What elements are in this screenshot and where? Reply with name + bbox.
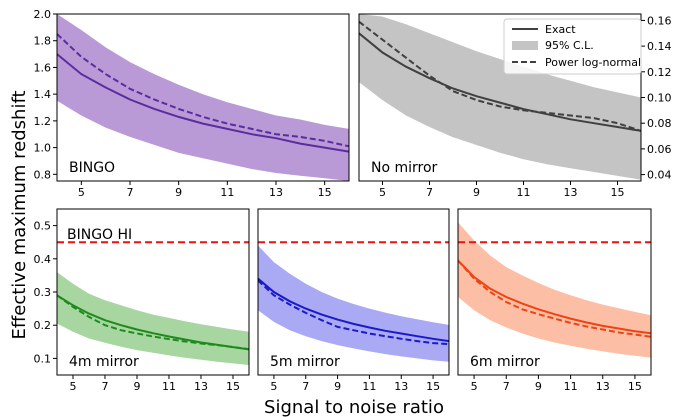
legend-cl-label: 95% C.L. xyxy=(545,39,594,52)
lognormal-line xyxy=(258,279,449,346)
x-tick-label: 9 xyxy=(334,380,341,393)
x-tick-label: 11 xyxy=(362,380,376,393)
y-tick-label: 0.16 xyxy=(647,14,672,27)
x-tick-label: 5 xyxy=(471,380,478,393)
lognormal-line xyxy=(458,259,651,338)
exact-line xyxy=(57,53,349,153)
x-tick-label: 9 xyxy=(473,186,480,199)
x-tick-label: 5 xyxy=(379,186,386,199)
confidence-band xyxy=(359,14,641,180)
x-tick-label: 7 xyxy=(302,380,309,393)
y-tick-label: 0.04 xyxy=(647,169,672,182)
panel-label: No mirror xyxy=(371,160,438,176)
y-tick-label: 0.10 xyxy=(647,92,672,105)
x-tick-label: 5 xyxy=(270,380,277,393)
exact-line xyxy=(57,294,249,351)
y-tick-label: 0.3 xyxy=(34,286,52,299)
x-tick-label: 15 xyxy=(426,380,440,393)
y-tick-label: 1.0 xyxy=(34,142,52,155)
lognormal-line xyxy=(359,20,641,132)
confidence-band xyxy=(57,14,349,181)
plot-area xyxy=(258,241,449,362)
x-tick-label: 11 xyxy=(564,380,578,393)
confidence-band xyxy=(57,272,249,365)
x-tick-label: 5 xyxy=(78,186,85,199)
x-tick-label: 13 xyxy=(194,380,208,393)
panel-label: BINGO xyxy=(69,160,115,176)
x-tick-label: 11 xyxy=(220,186,234,199)
exact-line xyxy=(458,259,651,335)
x-tick-label: 15 xyxy=(226,380,240,393)
plot-area xyxy=(458,222,651,358)
x-tick-label: 9 xyxy=(535,380,542,393)
plot-area xyxy=(359,14,641,180)
x-tick-label: 5 xyxy=(70,380,77,393)
panel-5m-mirror: 5 7 9 11 13 15 5m mirror xyxy=(257,208,450,393)
legend: Exact 95% C.L. Power log-normal xyxy=(503,18,642,75)
y-tick-label: 0.12 xyxy=(647,66,672,79)
legend-frame xyxy=(503,18,642,75)
y-tick-label: 1.6 xyxy=(34,61,52,74)
x-tick-label: 13 xyxy=(564,186,578,199)
y-tick-label: 1.2 xyxy=(34,115,52,128)
x-tick-label: 7 xyxy=(127,186,134,199)
bingo-hi-label: BINGO HI xyxy=(67,227,132,243)
plot-area xyxy=(57,241,249,365)
panel-label: 5m mirror xyxy=(270,354,340,370)
x-tick-label: 7 xyxy=(503,380,510,393)
x-tick-label: 11 xyxy=(162,380,176,393)
legend-cl-swatch xyxy=(512,41,538,50)
panel-frame xyxy=(257,208,450,376)
plot-area xyxy=(57,14,349,181)
x-axis-label: Signal to noise ratio xyxy=(264,397,444,417)
x-tick-label: 15 xyxy=(628,380,642,393)
panel-no-mirror: 5 7 9 11 13 15 0.04 0.06 0.08 0.10 0.12 0.14 0.16 No … xyxy=(358,13,672,199)
legend-lognormal-label: Power log-normal xyxy=(545,56,641,69)
y-tick-label: 0.5 xyxy=(34,220,52,233)
y-tick-label: 1.8 xyxy=(34,35,52,48)
legend-exact-label: Exact xyxy=(545,23,576,36)
panel-label: 4m mirror xyxy=(69,354,139,370)
x-tick-label: 9 xyxy=(134,380,141,393)
confidence-band xyxy=(458,222,651,358)
x-tick-label: 15 xyxy=(318,186,332,199)
x-tick-label: 7 xyxy=(102,380,109,393)
y-tick-label: 0.06 xyxy=(647,143,672,156)
panel-frame xyxy=(56,13,350,182)
panel-4m-mirror: 5 7 9 11 13 15 0.1 0.2 0.3 0.4 0.5 4m mirror BINGO H… xyxy=(34,208,250,393)
lognormal-line xyxy=(57,33,349,148)
x-tick-label: 11 xyxy=(517,186,531,199)
x-tick-label: 15 xyxy=(611,186,625,199)
exact-line xyxy=(359,32,641,132)
y-tick-label: 1.4 xyxy=(34,88,52,101)
panel-label: 6m mirror xyxy=(470,354,540,370)
x-tick-label: 13 xyxy=(394,380,408,393)
y-tick-label: 0.8 xyxy=(34,168,52,181)
y-tick-label: 2.0 xyxy=(34,8,52,21)
lognormal-line xyxy=(57,294,249,351)
y-tick-label: 0.14 xyxy=(647,40,672,53)
x-tick-label: 13 xyxy=(269,186,283,199)
x-tick-label: 9 xyxy=(175,186,182,199)
panel-bingo: 5 7 9 11 13 15 0.8 1.0 1.2 1.4 1.6 1.8 2.0 BINGO xyxy=(34,8,350,199)
x-tick-label: 7 xyxy=(426,186,433,199)
y-tick-label: 0.2 xyxy=(34,319,52,332)
x-tick-label: 13 xyxy=(596,380,610,393)
y-axis-label: Effective maximum redshift xyxy=(9,90,30,339)
y-tick-label: 0.4 xyxy=(34,253,52,266)
y-tick-label: 0.1 xyxy=(34,352,52,365)
exact-line xyxy=(258,277,449,343)
panel-frame xyxy=(457,208,652,376)
panel-6m-mirror: 5 7 9 11 13 15 6m mirror xyxy=(457,208,652,393)
panels: 5 7 9 11 13 15 0.8 1.0 1.2 1.4 1.6 1.8 2.0 BINGO 5 7 9 11… xyxy=(34,8,672,393)
y-tick-label: 0.08 xyxy=(647,117,672,130)
